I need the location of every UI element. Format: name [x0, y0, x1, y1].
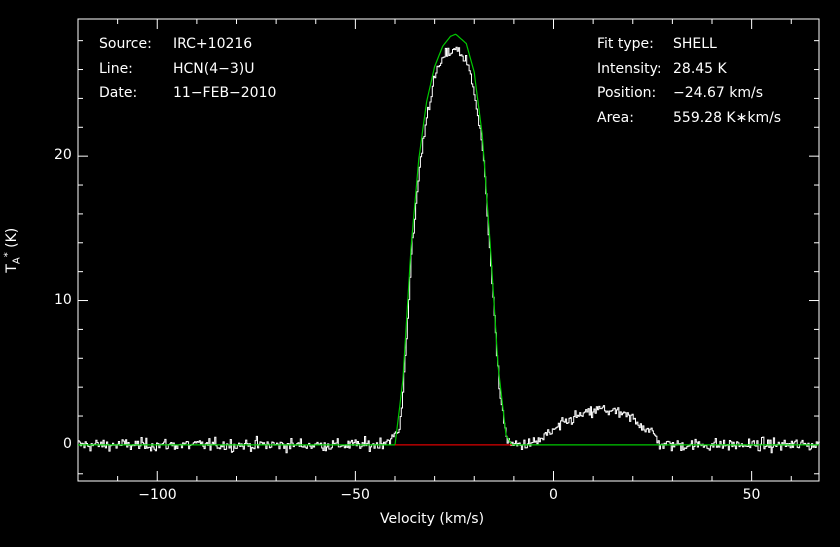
x-tick-label: −100 — [138, 487, 177, 503]
x-tick-label: 0 — [549, 487, 558, 503]
annotation-value: 11−FEB−2010 — [173, 85, 277, 101]
series-layer — [78, 33, 820, 454]
annotation-value: 28.45 K — [673, 60, 727, 77]
annotation-value: IRC+10216 — [173, 36, 253, 52]
y-tick-label: 0 — [63, 435, 72, 452]
annotation-value: HCN(4−3)U — [173, 60, 255, 77]
y-axis-label: TA* (K) — [2, 227, 23, 273]
annotation-key: Area: — [597, 109, 634, 126]
annotation-value: 559.28 K∗km/s — [673, 109, 782, 126]
axis-ticks — [77, 19, 819, 481]
annotation-key: Source: — [99, 36, 152, 52]
annotation-key: Fit type: — [597, 36, 654, 52]
y-tick-label: 10 — [54, 291, 72, 308]
annotation-key: Position: — [597, 85, 657, 101]
x-tick-label: 50 — [742, 487, 761, 503]
annotation-key: Date: — [99, 85, 138, 101]
annotation-value: SHELL — [673, 36, 717, 52]
plot-frame — [77, 18, 820, 482]
annotation-key: Line: — [99, 60, 133, 77]
x-axis-label: Velocity (km/s) — [380, 511, 485, 527]
observed-spectrum-line — [78, 46, 820, 454]
y-tick-label: 20 — [54, 147, 72, 164]
annotation-key: Intensity: — [597, 60, 662, 77]
annotation-value: −24.67 km/s — [673, 85, 764, 101]
shell-fit-line — [78, 33, 819, 446]
x-tick-label: −50 — [340, 487, 370, 503]
